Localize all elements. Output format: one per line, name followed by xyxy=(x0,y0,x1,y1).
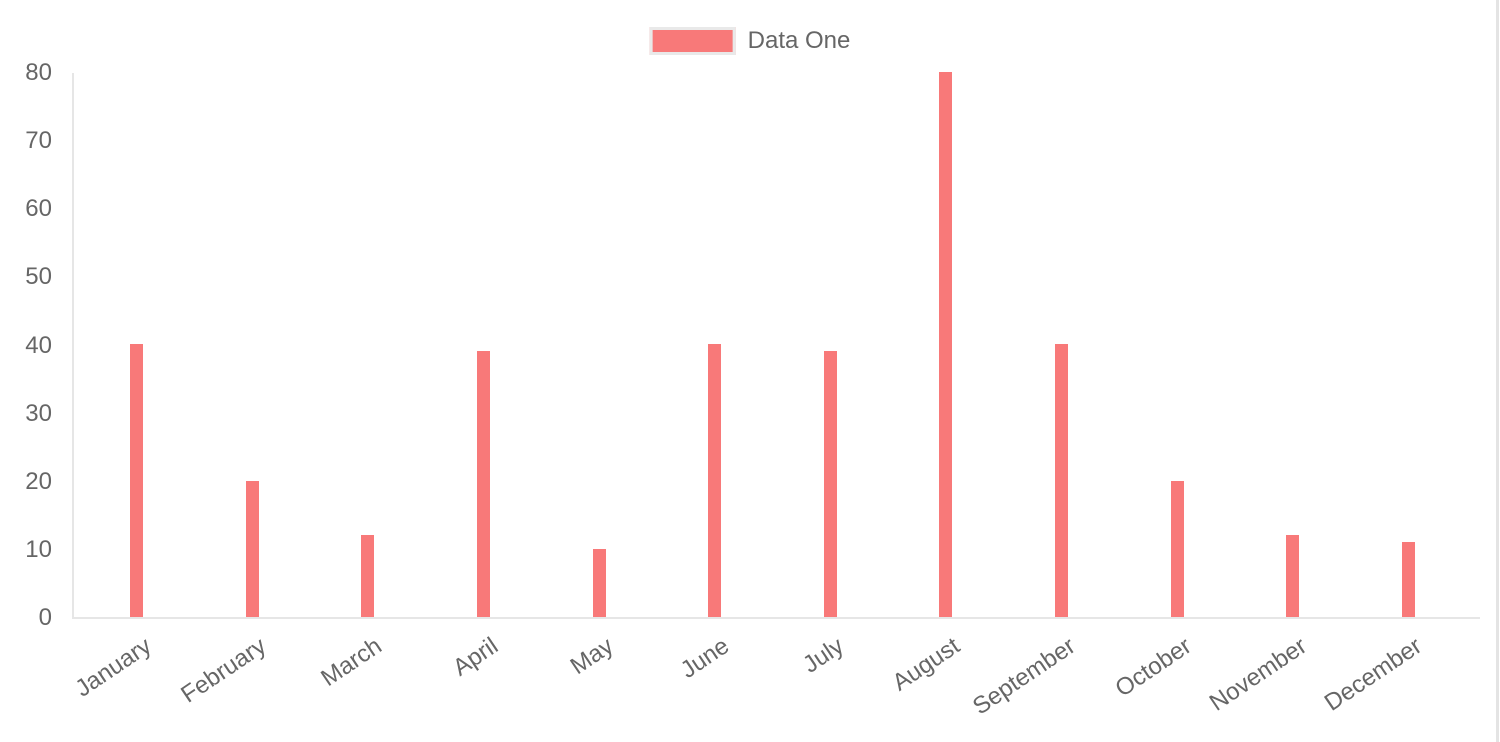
x-tick-label-november: November xyxy=(1205,632,1312,717)
y-tick-label-0: 0 xyxy=(38,604,52,631)
bar-may[interactable] xyxy=(593,549,606,617)
bar-december[interactable] xyxy=(1402,542,1415,617)
bar-august[interactable] xyxy=(939,72,952,617)
y-tick-label-60: 60 xyxy=(25,195,52,222)
x-tick-label-september: September xyxy=(967,632,1080,721)
y-axis-line xyxy=(72,73,74,619)
x-tick-label-may: May xyxy=(565,632,618,681)
y-tick-label-40: 40 xyxy=(25,332,52,359)
x-tick-label-june: June xyxy=(675,632,734,684)
y-tick-label-70: 70 xyxy=(25,127,52,154)
x-tick-label-august: August xyxy=(887,632,965,697)
bar-september[interactable] xyxy=(1055,344,1068,617)
bar-april[interactable] xyxy=(477,351,490,617)
y-tick-label-30: 30 xyxy=(25,400,52,427)
bar-february[interactable] xyxy=(246,481,259,617)
bar-march[interactable] xyxy=(361,535,374,617)
x-tick-label-october: October xyxy=(1110,632,1196,703)
x-tick-label-july: July xyxy=(798,632,849,679)
x-tick-label-april: April xyxy=(448,632,503,682)
bar-january[interactable] xyxy=(130,344,143,617)
bar-october[interactable] xyxy=(1171,481,1184,617)
y-tick-label-10: 10 xyxy=(25,536,52,563)
legend-color-swatch xyxy=(649,27,736,55)
y-tick-label-80: 80 xyxy=(25,59,52,86)
x-tick-label-january: January xyxy=(70,632,156,703)
chart-legend: Data One xyxy=(649,27,851,55)
legend-label: Data One xyxy=(747,27,851,54)
bar-july[interactable] xyxy=(824,351,837,617)
bar-june[interactable] xyxy=(708,344,721,617)
y-tick-label-50: 50 xyxy=(25,263,52,290)
page-right-border xyxy=(1496,0,1499,742)
x-axis-line xyxy=(72,617,1480,619)
x-tick-label-february: February xyxy=(176,632,271,709)
legend-item-data-one[interactable]: Data One xyxy=(649,27,851,55)
bar-november[interactable] xyxy=(1286,535,1299,617)
x-tick-label-december: December xyxy=(1320,632,1427,717)
y-tick-label-20: 20 xyxy=(25,468,52,495)
x-tick-label-march: March xyxy=(316,632,387,693)
